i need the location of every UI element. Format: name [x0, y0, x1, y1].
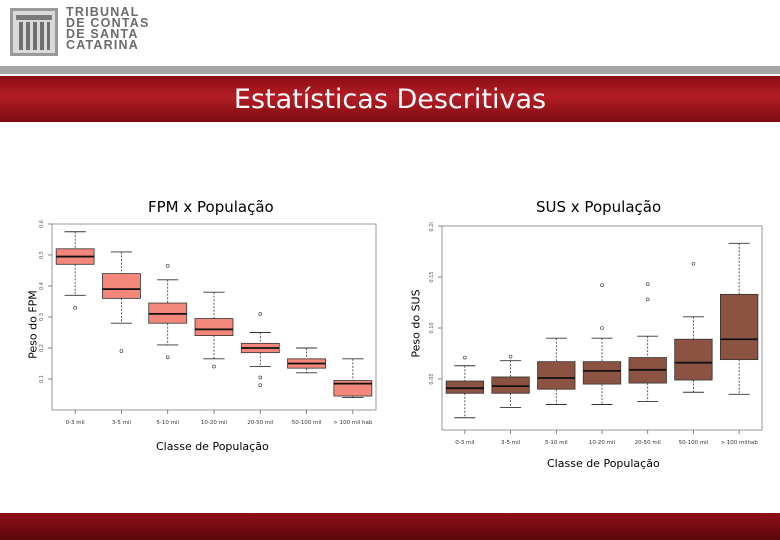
- sus-y-axis-title: Peso do SUS: [409, 289, 423, 358]
- x-tick-label: > 100 mil hab: [333, 420, 373, 426]
- outlier-point: [508, 354, 513, 359]
- x-tick-label: 10-20 mil: [201, 420, 228, 426]
- title-band: [0, 76, 780, 122]
- outlier-point: [645, 297, 650, 302]
- fpm-boxplot: 0.1 0.2 0.3 0.4 0.5 0.6 0-3 mil 3-5 mil 5-10 mil…: [39, 220, 377, 426]
- x-tick-label: > 100 milhab: [720, 440, 758, 446]
- box: [674, 338, 713, 381]
- outlier-point: [463, 355, 467, 360]
- x-tick-label: 50-100 mil: [679, 440, 709, 446]
- box: [537, 361, 576, 390]
- header-divider: [0, 66, 780, 74]
- tribunal-logo-icon: [10, 8, 58, 56]
- box: [491, 376, 530, 394]
- outlier-point: [258, 312, 263, 316]
- y-tick-label: 0.4: [39, 282, 45, 290]
- box: [719, 293, 759, 361]
- box: [445, 380, 485, 394]
- x-tick-label: 0-3 mil: [66, 420, 86, 426]
- sus-x-axis-title: Classe de População: [547, 457, 660, 470]
- y-tick-label: 0.15: [429, 271, 435, 282]
- org-name: TRIBUNAL DE CONTAS DE SANTA CATARINA: [66, 5, 186, 52]
- x-tick-label: 20-50 mil: [635, 440, 662, 446]
- sus-boxplot: 0.05 0.10 0.15 0.20 0-3 mil 3-5 mil 5-10 mil 10…: [429, 222, 763, 446]
- outlier-point: [165, 264, 170, 268]
- header-bar: TRIBUNAL DE CONTAS DE SANTA CATARINA: [0, 0, 780, 64]
- outlier-point: [119, 349, 124, 353]
- x-tick-label: 3-5 mil: [501, 440, 521, 446]
- x-tick-label: 50-100 mil: [292, 420, 322, 426]
- footer-band: [0, 513, 780, 540]
- page-title: Estatísticas Descritivas: [233, 84, 547, 115]
- x-tick-label: 5-10 mil: [545, 440, 568, 446]
- y-tick-label: 0.5: [39, 251, 45, 259]
- fpm-x-axis-title: Classe de População: [156, 440, 269, 453]
- y-tick-label: 0.6: [39, 220, 45, 228]
- outlier-point: [212, 364, 216, 369]
- org-line: DE SANTA: [66, 27, 139, 41]
- outlier-point: [691, 261, 696, 266]
- x-tick-label: 20-50 mil: [247, 420, 274, 426]
- outlier-point: [165, 355, 170, 360]
- y-tick-label: 0.05: [429, 373, 435, 384]
- x-tick-label: 5-10 mil: [156, 420, 179, 426]
- y-tick-label: 0.10: [429, 322, 435, 333]
- outlier-point: [73, 305, 77, 310]
- org-line: DE CONTAS: [66, 16, 150, 30]
- outlier-point: [258, 375, 263, 380]
- box: [582, 361, 622, 385]
- fpm-chart-title: FPM x População: [148, 198, 274, 216]
- fpm-y-axis-title: Peso do FPM: [26, 290, 40, 359]
- x-tick-label: 0-3 mil: [455, 440, 475, 446]
- outlier-point: [600, 326, 604, 330]
- sus-chart-title: SUS x População: [536, 198, 662, 216]
- y-tick-label: 0.2: [39, 344, 45, 352]
- box: [194, 318, 234, 337]
- y-tick-label: 0.3: [39, 313, 45, 321]
- box: [102, 273, 141, 299]
- x-tick-label: 10-20 mil: [589, 440, 616, 446]
- y-tick-label: 0.20: [429, 222, 435, 232]
- outlier-point: [645, 282, 650, 286]
- org-line: TRIBUNAL: [66, 5, 140, 19]
- outlier-point: [258, 383, 263, 387]
- org-line: CATARINA: [66, 38, 140, 52]
- y-tick-label: 0.1: [39, 375, 45, 383]
- outlier-point: [600, 283, 604, 287]
- x-tick-label: 3-5 mil: [112, 420, 132, 426]
